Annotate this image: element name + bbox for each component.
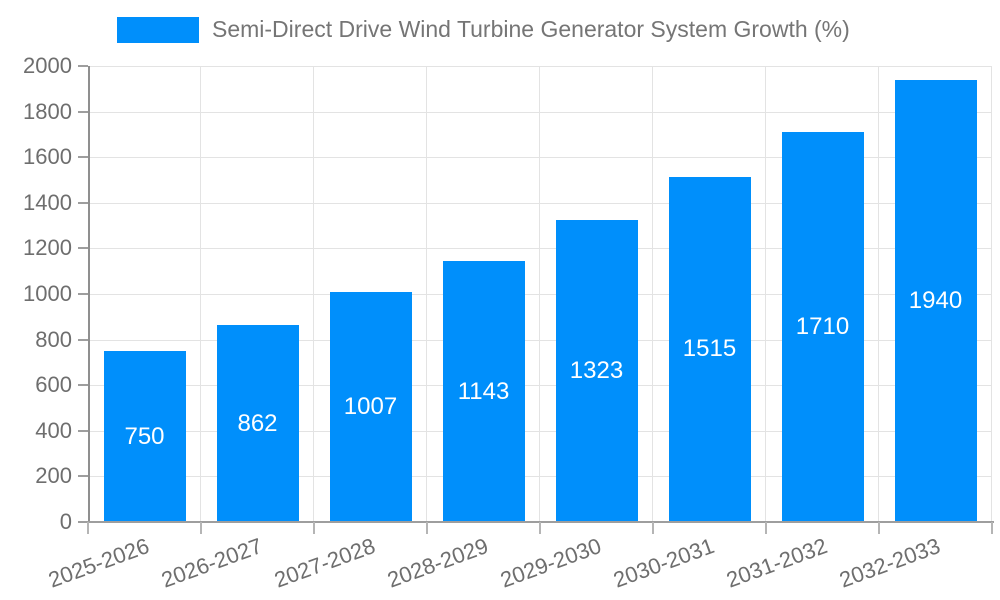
- h-gridline-1400: [88, 202, 992, 204]
- v-gridline-2: [313, 66, 314, 522]
- plot-area: 750 862 1007 1143 1323 1515 1710 1940: [88, 66, 992, 522]
- y-tick-600: [78, 384, 88, 387]
- bar-value-label: 1940: [908, 286, 963, 314]
- x-axis-label-2028-2029: 2028-2029: [384, 533, 492, 593]
- y-tick-1200: [78, 247, 88, 250]
- bar-2026-2027[interactable]: 862: [216, 325, 299, 522]
- x-axis-label-2031-2032: 2031-2032: [723, 533, 831, 593]
- v-gridline-5: [652, 66, 653, 522]
- bar-2030-2031[interactable]: 1515: [668, 176, 751, 522]
- y-axis-line: [88, 66, 90, 522]
- v-gridline-7: [878, 66, 879, 522]
- y-tick-label-1600: 1600: [23, 144, 72, 170]
- y-tick-label-200: 200: [35, 463, 72, 489]
- bar-2032-2033[interactable]: 1940: [894, 79, 977, 522]
- x-axis-line: [88, 521, 994, 523]
- y-tick-label-1400: 1400: [23, 189, 72, 215]
- y-tick-800: [78, 338, 88, 341]
- h-gridline-200: [88, 476, 992, 478]
- y-tick-400: [78, 429, 88, 432]
- y-tick-label-1200: 1200: [23, 235, 72, 261]
- bar-value-label: 1143: [457, 377, 510, 405]
- x-axis-label-2025-2026: 2025-2026: [45, 533, 153, 593]
- v-gridline-4: [539, 66, 540, 522]
- y-tick-label-400: 400: [35, 417, 72, 443]
- y-tick-1000: [78, 293, 88, 295]
- y-tick-1400: [78, 201, 88, 204]
- bar-2031-2032[interactable]: 1710: [781, 132, 864, 522]
- bar-value-label: 862: [237, 409, 278, 437]
- x-axis-label-2029-2030: 2029-2030: [497, 533, 605, 593]
- bar-value-label: 750: [124, 422, 165, 450]
- bar-2029-2030[interactable]: 1323: [555, 220, 638, 522]
- h-gridline-1600: [88, 157, 992, 159]
- x-tick-2: [313, 522, 315, 534]
- v-gridline-1: [200, 66, 201, 522]
- x-tick-1: [200, 522, 202, 534]
- y-tick-label-1000: 1000: [23, 281, 72, 306]
- h-gridline-400: [88, 430, 992, 432]
- h-gridline-1200: [88, 248, 992, 250]
- x-axis-label-2030-2031: 2030-2031: [610, 533, 718, 593]
- y-tick-1800: [78, 110, 88, 113]
- y-tick-label-0: 0: [59, 509, 72, 534]
- v-gridline-3: [426, 66, 427, 522]
- x-tick-3: [426, 522, 428, 534]
- v-gridline-8: [991, 66, 992, 522]
- y-tick-label-2000: 2000: [23, 53, 72, 78]
- h-gridline-1000: [88, 294, 992, 295]
- x-tick-7: [878, 522, 880, 534]
- y-tick-2000: [78, 65, 88, 67]
- v-gridline-6: [765, 66, 766, 522]
- bar-value-label: 1710: [795, 313, 850, 341]
- h-gridline-2000: [88, 66, 992, 67]
- x-tick-6: [765, 522, 767, 534]
- bar-2028-2029[interactable]: 1143: [442, 261, 525, 522]
- x-axis-label-2032-2033: 2032-2033: [836, 533, 944, 593]
- x-tick-8: [991, 522, 993, 534]
- h-gridline-600: [88, 385, 992, 387]
- h-gridline-1800: [88, 111, 992, 113]
- y-tick-label-1800: 1800: [23, 98, 72, 124]
- h-gridline-800: [88, 339, 992, 341]
- x-tick-0: [87, 522, 89, 534]
- y-tick-200: [78, 475, 88, 478]
- y-tick-label-800: 800: [35, 326, 72, 352]
- x-axis-label-2026-2027: 2026-2027: [158, 533, 266, 593]
- bar-value-label: 1515: [682, 335, 737, 363]
- y-tick-0: [78, 521, 88, 523]
- bar-2027-2028[interactable]: 1007: [329, 292, 412, 522]
- x-tick-4: [539, 522, 541, 534]
- y-tick-1600: [78, 156, 88, 159]
- legend-label: Semi-Direct Drive Wind Turbine Generator…: [212, 16, 850, 42]
- bar-value-label: 1007: [343, 393, 398, 421]
- y-tick-label-600: 600: [35, 372, 72, 398]
- bar-2025-2026[interactable]: 750: [103, 351, 186, 522]
- x-axis-label-2027-2028: 2027-2028: [271, 533, 379, 593]
- x-tick-5: [652, 522, 654, 534]
- legend-swatch: [117, 16, 199, 43]
- legend-item[interactable]: Semi-Direct Drive Wind Turbine Generator…: [117, 16, 850, 43]
- bar-value-label: 1323: [569, 357, 624, 385]
